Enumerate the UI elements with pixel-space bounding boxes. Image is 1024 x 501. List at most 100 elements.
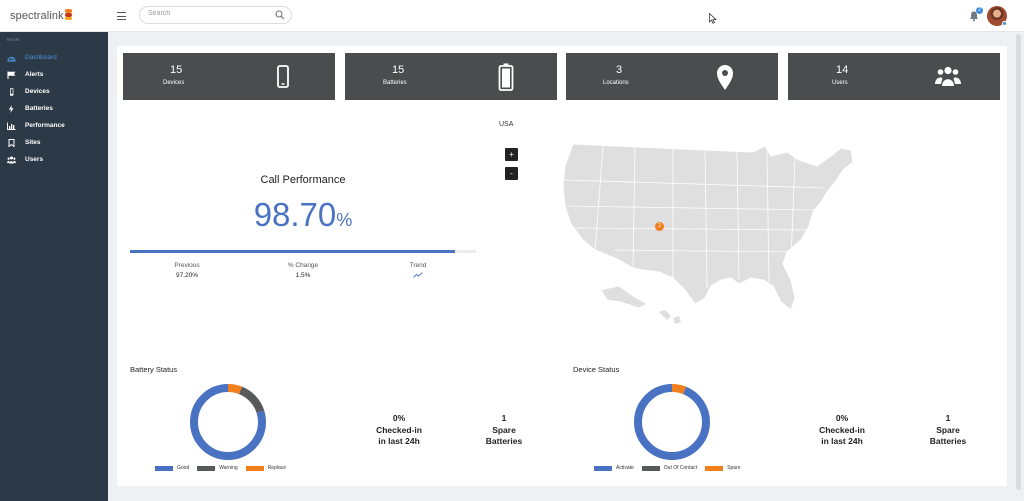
legend-swatch: [641, 465, 660, 471]
battery-status-donut[interactable]: [188, 382, 268, 462]
scrollbar[interactable]: [1016, 34, 1021, 490]
search-input[interactable]: [148, 10, 268, 17]
sidebar-item-dashboard[interactable]: Dashboard: [0, 51, 108, 65]
device-status-donut[interactable]: [632, 382, 712, 462]
battery-status-legend: Good Warning Replace: [155, 465, 286, 471]
sidebar-item-label: Sites: [25, 139, 41, 146]
device-spare-metric: 1 Spare Batteries: [908, 413, 988, 448]
logo-mark: [64, 9, 72, 20]
map-title: USA: [499, 121, 514, 128]
metric-label-line1: Spare: [936, 424, 960, 435]
donut-segment-activate[interactable]: [634, 384, 710, 460]
sidebar-item-alerts[interactable]: Alerts: [0, 68, 108, 82]
bar-chart-icon: [7, 122, 16, 130]
call-performance-progress: [130, 250, 476, 253]
map-pin-icon: [717, 65, 733, 90]
legend-label: Good: [177, 465, 190, 471]
cursor-icon: [709, 13, 717, 24]
legend-out-of-contact[interactable]: Out Of Contact: [641, 465, 698, 471]
legend-swatch: [245, 465, 264, 471]
stat-value: 3: [616, 64, 623, 76]
zoom-in-button[interactable]: +: [505, 148, 518, 161]
sidebar-item-label: Users: [25, 156, 44, 163]
battery-checked-in-metric: 0% Checked-in in last 24h: [359, 413, 439, 448]
users-icon: [935, 66, 961, 86]
sidebar-item-label: Performance: [25, 122, 65, 129]
call-performance-number: 98.70: [253, 196, 337, 233]
legend-swatch: [594, 465, 612, 471]
menu-icon[interactable]: [117, 12, 126, 20]
stat-value: 14: [836, 64, 849, 76]
sidebar-item-users[interactable]: Users: [0, 153, 108, 167]
sidebar-item-label: Dashboard: [25, 54, 57, 61]
users-icon: [7, 156, 16, 164]
legend-activate[interactable]: Activate: [594, 465, 634, 471]
zoom-out-button[interactable]: -: [505, 167, 518, 180]
sidebar-item-label: Alerts: [25, 71, 44, 78]
sidebar-section-label: MAIN: [7, 37, 20, 42]
device-status-legend: Activate Out Of Contact Spare: [594, 465, 741, 471]
donut-segment-good[interactable]: [190, 384, 266, 460]
device-status-title: Device Status: [573, 365, 620, 374]
metric-value: 0%: [392, 413, 406, 423]
bookmark-icon: [8, 139, 15, 147]
legend-label: Out Of Contact: [663, 465, 698, 471]
legend-label: Activate: [616, 465, 634, 471]
metric-value: 0%: [835, 413, 849, 423]
search-icon[interactable]: [275, 10, 285, 20]
stat-value: 15: [392, 64, 405, 76]
sidebar-item-performance[interactable]: Performance: [0, 119, 108, 133]
phone-icon: [10, 88, 14, 96]
legend-label: Replace: [267, 465, 287, 471]
donut-segments: [634, 384, 710, 460]
legend-spare[interactable]: Spare: [705, 465, 741, 471]
legend-warning[interactable]: Warning: [197, 465, 238, 471]
metric-label-line2: in last 24h: [821, 436, 863, 446]
legend-replace[interactable]: Replace: [245, 465, 287, 471]
dashboard-icon: [7, 56, 16, 62]
metric-label-line2: Batteries: [485, 436, 523, 446]
bolt-icon: [8, 105, 14, 113]
stat-label: Batteries: [383, 80, 407, 86]
device-checked-in-metric: 0% Checked-in in last 24h: [802, 413, 882, 448]
stat-label: Users: [832, 80, 848, 86]
stat-card-locations[interactable]: 3 Locations: [566, 53, 778, 100]
stat-label: Devices: [163, 80, 185, 86]
dashboard-panel: [117, 46, 1007, 486]
location-cluster-marker[interactable]: 2: [655, 222, 664, 231]
search-box: [139, 6, 292, 24]
legend-label: Spare: [727, 465, 741, 471]
sidebar-item-label: Batteries: [25, 105, 53, 112]
battery-icon: [498, 63, 514, 91]
sidebar-item-devices[interactable]: Devices: [0, 85, 108, 99]
legend-good[interactable]: Good: [155, 465, 189, 471]
metric-label-line2: Batteries: [929, 436, 967, 446]
stat-card-batteries[interactable]: 15 Batteries: [345, 53, 557, 100]
battery-spare-metric: 1 Spare Batteries: [464, 413, 544, 448]
sidebar-item-label: Devices: [25, 88, 50, 95]
metric-value: 1: [501, 413, 507, 423]
stat-card-users[interactable]: 14 Users: [788, 53, 1000, 100]
trend-label: Trend: [409, 262, 427, 269]
change-metric: % Change 1.5%: [248, 262, 358, 279]
flag-icon: [7, 71, 16, 79]
donut-segments: [190, 384, 266, 460]
trend-up-icon: [413, 272, 423, 278]
usa-map[interactable]: [555, 140, 861, 336]
metric-label-line1: Checked-in: [819, 424, 865, 435]
previous-label: Previous: [174, 262, 200, 269]
sidebar-item-batteries[interactable]: Batteries: [0, 102, 108, 116]
legend-swatch: [197, 465, 216, 471]
top-bar: spectralink 2: [0, 0, 1024, 32]
stat-value: 15: [170, 64, 183, 76]
bell-icon[interactable]: [968, 10, 980, 22]
stat-card-devices[interactable]: 15 Devices: [123, 53, 335, 100]
metric-label-line2: in last 24h: [378, 436, 420, 446]
call-performance-unit: %: [336, 210, 353, 230]
logo[interactable]: spectralink: [10, 9, 72, 22]
sidebar-item-sites[interactable]: Sites: [0, 136, 108, 150]
change-value: 1.5%: [295, 272, 311, 279]
metric-label-line1: Spare: [492, 424, 516, 435]
status-dot: [1002, 21, 1007, 26]
trend-metric: Trend: [363, 262, 473, 278]
